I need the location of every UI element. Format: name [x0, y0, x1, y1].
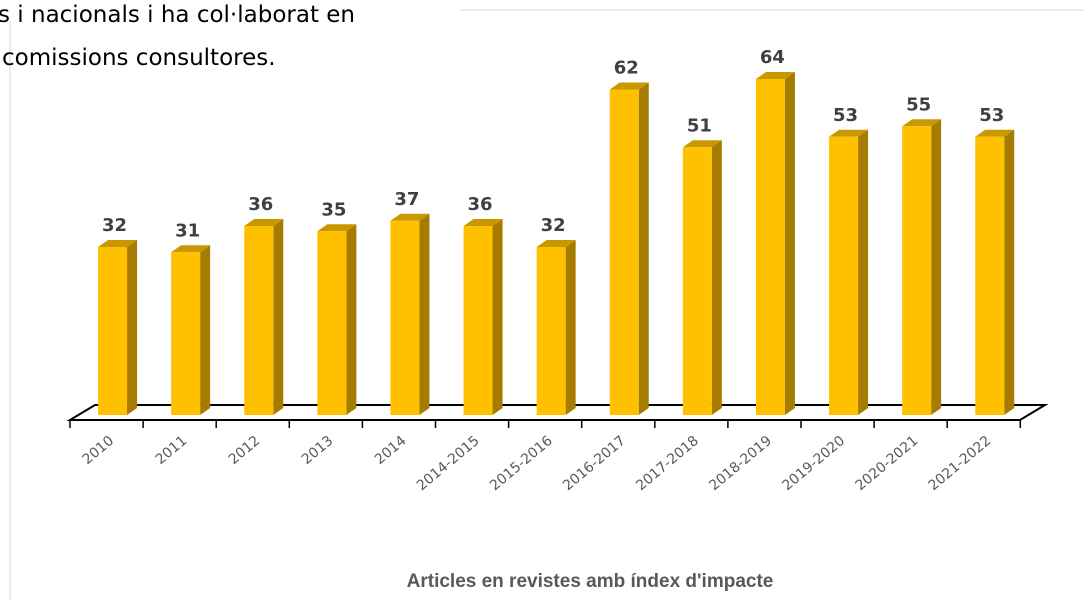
bar — [975, 136, 1005, 415]
value-label: 36 — [468, 194, 493, 215]
value-label: 32 — [102, 215, 127, 236]
value-label: 64 — [760, 47, 785, 68]
x-tick-label: 2017-2018 — [633, 433, 702, 494]
value-label: 31 — [175, 220, 200, 241]
bar-side — [565, 240, 576, 415]
paragraph-line: s i nacionals i ha col·laborat en — [0, 2, 355, 28]
value-label: 36 — [248, 194, 273, 215]
x-tick-label: 2016-2017 — [560, 433, 629, 494]
x-tick-label: 2012 — [226, 433, 264, 468]
bar-side — [346, 224, 357, 415]
bar-side — [419, 213, 430, 415]
bar-side — [1004, 129, 1015, 415]
bar-top — [829, 129, 869, 137]
x-tick-label: 2013 — [299, 433, 337, 468]
value-label: 51 — [687, 115, 712, 136]
value-label: 37 — [394, 189, 419, 210]
value-label: 32 — [541, 215, 566, 236]
value-label: 53 — [979, 105, 1004, 126]
bar-side — [711, 140, 722, 415]
bar — [609, 89, 639, 415]
bar-top — [902, 119, 942, 127]
value-label: 62 — [614, 58, 639, 79]
bar-side — [200, 245, 211, 415]
x-tick-label: 2014 — [372, 433, 410, 468]
bar-side — [858, 129, 869, 415]
bar — [171, 252, 201, 415]
x-tick-label: 2020-2021 — [852, 433, 921, 494]
x-tick-label: 2011 — [153, 433, 191, 468]
bar — [536, 247, 566, 415]
bar-side — [492, 219, 503, 415]
bar — [244, 226, 274, 415]
paragraph-line: comissions consultores. — [2, 45, 276, 71]
bar-side — [273, 219, 284, 415]
x-tick-label: 2019-2020 — [779, 433, 848, 494]
bar-top — [609, 82, 649, 90]
bar — [317, 231, 347, 415]
bar-top — [975, 129, 1015, 137]
x-tick-label: 2021-2022 — [926, 433, 995, 494]
bar-top — [244, 219, 284, 226]
bar — [463, 226, 493, 415]
bar — [829, 136, 859, 415]
value-label: 55 — [906, 94, 931, 115]
bar — [755, 79, 785, 415]
x-tick-label: 2015-2016 — [487, 433, 556, 494]
bar-top — [317, 224, 357, 232]
bar-side — [784, 72, 795, 415]
bar-top — [171, 245, 211, 253]
bar-top — [682, 140, 722, 148]
floor — [66, 404, 1049, 421]
bar — [682, 147, 712, 415]
value-label: 35 — [321, 199, 346, 220]
chart-title: Articles en revistes amb índex d'impacte — [407, 571, 774, 592]
bar — [98, 247, 128, 415]
x-tick-label: 2018-2019 — [706, 433, 775, 494]
x-tick-label: 2010 — [80, 433, 118, 468]
bar-top — [98, 240, 138, 247]
bar-top — [536, 240, 576, 247]
bar-top — [463, 219, 503, 226]
x-tick-label: 2014-2015 — [414, 433, 483, 494]
bar — [390, 220, 420, 415]
value-label: 53 — [833, 105, 858, 126]
bar-side — [931, 119, 942, 415]
bar-side — [638, 82, 649, 415]
bar-side — [127, 240, 138, 415]
bar-top — [390, 213, 430, 221]
bar — [902, 126, 932, 415]
bar-top — [755, 72, 795, 79]
